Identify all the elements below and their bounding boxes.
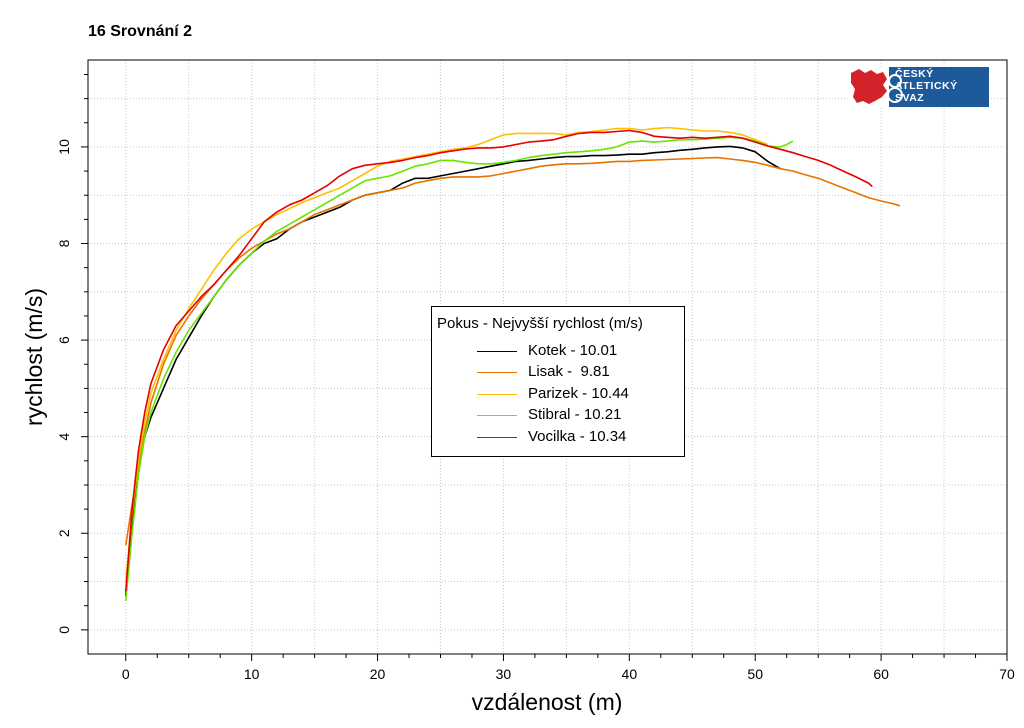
legend-label: Vocilka - 10.34 xyxy=(528,428,627,445)
logo-line-1: ČESKÝ xyxy=(895,68,934,80)
y-tick-label: 8 xyxy=(56,239,72,247)
logo-text: ČESKÝ ATLETICKÝ SVAZ xyxy=(895,68,987,104)
series-line-1 xyxy=(125,156,901,546)
series-layer xyxy=(125,126,901,601)
legend-label: Lisak - 9.81 xyxy=(528,363,610,380)
legend-title: Pokus - Nejvyšší rychlost (m/s) xyxy=(437,315,643,332)
chart-title: 16 Srovnání 2 xyxy=(88,23,192,40)
y-axis-label: rychlost (m/s) xyxy=(21,288,47,426)
x-tick-label: 0 xyxy=(122,666,130,682)
legend-item: Vocilka - 10.34 xyxy=(477,428,677,448)
series-line-2 xyxy=(125,126,769,582)
legend-label: Kotek - 10.01 xyxy=(528,342,618,359)
x-tick-label: 60 xyxy=(873,666,889,682)
y-tick-label: 0 xyxy=(56,626,72,634)
y-tick-label: 6 xyxy=(56,336,72,344)
logo-ring-icon xyxy=(887,87,903,103)
series-line-4 xyxy=(125,129,873,592)
legend-swatch xyxy=(477,394,517,395)
x-tick-label: 30 xyxy=(496,666,512,682)
series-line-3 xyxy=(125,136,794,601)
grid-layer xyxy=(88,60,1008,654)
cas-logo: ČESKÝ ATLETICKÝ SVAZ xyxy=(849,67,989,107)
plot-frame xyxy=(87,59,1008,655)
legend-swatch xyxy=(477,437,517,438)
x-tick-label: 10 xyxy=(244,666,260,682)
x-tick-label: 70 xyxy=(999,666,1015,682)
y-tick-label: 4 xyxy=(56,433,72,441)
legend: Pokus - Nejvyšší rychlost (m/s) Kotek - … xyxy=(431,306,685,457)
x-tick-label: 40 xyxy=(622,666,638,682)
x-axis-label: vzdálenost (m) xyxy=(472,689,623,715)
logo-line-3: SVAZ xyxy=(895,92,925,104)
logo-line-2: ATLETICKÝ xyxy=(895,80,958,92)
legend-swatch xyxy=(477,415,517,416)
y-tick-label: 2 xyxy=(56,529,72,537)
legend-item: Lisak - 9.81 xyxy=(477,363,677,383)
legend-label: Parizek - 10.44 xyxy=(528,385,629,402)
legend-item: Kotek - 10.01 xyxy=(477,342,677,362)
x-tick-label: 20 xyxy=(370,666,386,682)
legend-swatch xyxy=(477,372,517,373)
logo-graphic xyxy=(849,67,989,107)
lion-emblem-icon xyxy=(851,69,887,104)
legend-item: Stibral - 10.21 xyxy=(477,406,677,426)
x-tick-label: 50 xyxy=(747,666,763,682)
y-tick-label: 10 xyxy=(56,139,72,155)
ticks-layer: 0 10 20 30 40 50 60 70 0 2 4 6 8 10 xyxy=(56,73,1015,682)
legend-item: Parizek - 10.44 xyxy=(477,385,677,405)
legend-swatch xyxy=(477,351,517,352)
legend-label: Stibral - 10.21 xyxy=(528,406,622,423)
